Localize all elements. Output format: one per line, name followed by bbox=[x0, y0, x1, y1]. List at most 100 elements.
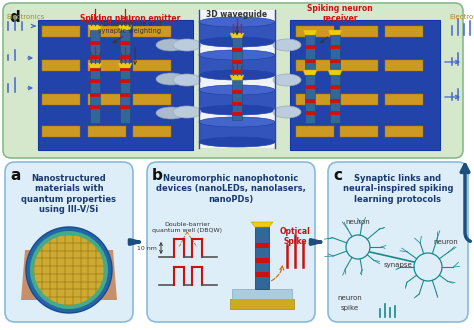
Ellipse shape bbox=[273, 39, 301, 51]
Bar bbox=[385, 26, 423, 37]
Bar bbox=[255, 243, 269, 248]
Text: neuron: neuron bbox=[337, 295, 363, 301]
Polygon shape bbox=[328, 70, 342, 75]
Bar bbox=[340, 126, 378, 137]
Text: Optical
Spike: Optical Spike bbox=[280, 227, 310, 247]
Polygon shape bbox=[88, 25, 102, 30]
Bar bbox=[90, 105, 100, 110]
Ellipse shape bbox=[199, 105, 275, 115]
Bar bbox=[305, 35, 315, 83]
Text: Nanostructured
materials with
quantum properties
using III-V/Si: Nanostructured materials with quantum pr… bbox=[21, 174, 117, 214]
Bar bbox=[90, 93, 100, 97]
Bar bbox=[330, 71, 340, 75]
Ellipse shape bbox=[199, 85, 275, 95]
Polygon shape bbox=[303, 30, 317, 35]
Text: 10 nm: 10 nm bbox=[137, 246, 157, 250]
Bar bbox=[232, 102, 242, 106]
Bar bbox=[42, 26, 80, 37]
Text: Neuromorphic nanophotonic
devices (nanoLEDs, nanolasers,
nanoPDs): Neuromorphic nanophotonic devices (nanoL… bbox=[156, 174, 306, 204]
Bar bbox=[120, 55, 130, 59]
Bar bbox=[305, 111, 315, 115]
Bar bbox=[330, 35, 340, 83]
Bar bbox=[340, 26, 378, 37]
Bar bbox=[330, 45, 340, 49]
Bar bbox=[42, 126, 80, 137]
Bar bbox=[88, 26, 126, 37]
Bar bbox=[90, 55, 100, 59]
Ellipse shape bbox=[273, 106, 301, 118]
Polygon shape bbox=[230, 33, 244, 38]
Bar bbox=[305, 99, 315, 103]
Bar bbox=[42, 60, 80, 71]
Bar bbox=[305, 75, 315, 123]
Bar bbox=[90, 68, 100, 123]
Bar bbox=[296, 126, 334, 137]
Ellipse shape bbox=[173, 39, 201, 51]
Text: neuron: neuron bbox=[346, 219, 370, 225]
FancyBboxPatch shape bbox=[5, 162, 133, 322]
Bar bbox=[90, 79, 100, 83]
Bar bbox=[330, 59, 340, 63]
Text: neuron: neuron bbox=[434, 239, 458, 245]
Text: 2D waveguide and
synaptic weighting: 2D waveguide and synaptic weighting bbox=[99, 21, 162, 34]
Circle shape bbox=[26, 227, 112, 313]
Ellipse shape bbox=[199, 50, 275, 60]
Polygon shape bbox=[118, 63, 132, 68]
Bar bbox=[296, 26, 334, 37]
Bar bbox=[385, 126, 423, 137]
Bar bbox=[38, 20, 193, 150]
Polygon shape bbox=[303, 70, 317, 75]
Bar bbox=[340, 94, 378, 105]
Bar bbox=[133, 126, 171, 137]
Bar bbox=[290, 20, 440, 150]
Polygon shape bbox=[88, 63, 102, 68]
Bar bbox=[232, 60, 242, 64]
Bar bbox=[232, 38, 242, 78]
Text: spike: spike bbox=[341, 305, 359, 311]
Bar bbox=[385, 60, 423, 71]
Ellipse shape bbox=[199, 17, 275, 27]
Bar bbox=[232, 112, 242, 116]
Bar bbox=[296, 94, 334, 105]
Bar bbox=[120, 105, 130, 110]
Polygon shape bbox=[328, 30, 342, 35]
Bar bbox=[133, 60, 171, 71]
Text: Spiking neuron emitter: Spiking neuron emitter bbox=[80, 14, 180, 23]
Polygon shape bbox=[21, 250, 117, 300]
Bar bbox=[90, 30, 100, 85]
Bar bbox=[305, 59, 315, 63]
Bar bbox=[133, 26, 171, 37]
Bar bbox=[120, 41, 130, 45]
Ellipse shape bbox=[156, 73, 186, 85]
Text: Synaptic links and
neural-inspired spiking
learning protocols: Synaptic links and neural-inspired spiki… bbox=[343, 174, 453, 204]
Bar bbox=[120, 67, 130, 71]
Bar bbox=[90, 67, 100, 71]
Bar bbox=[199, 90, 275, 110]
Circle shape bbox=[30, 231, 108, 309]
Text: a: a bbox=[10, 169, 20, 183]
Bar bbox=[232, 80, 242, 120]
Bar bbox=[385, 94, 423, 105]
Polygon shape bbox=[118, 25, 132, 30]
Ellipse shape bbox=[199, 37, 275, 47]
Text: Double-barrier
quantum well (DBQW): Double-barrier quantum well (DBQW) bbox=[152, 222, 222, 233]
Bar bbox=[305, 45, 315, 49]
Bar bbox=[232, 70, 242, 74]
Bar bbox=[255, 227, 269, 289]
Bar bbox=[255, 272, 269, 277]
Bar bbox=[88, 60, 126, 71]
Text: Electronics: Electronics bbox=[7, 14, 45, 20]
Text: d: d bbox=[9, 10, 20, 24]
Bar bbox=[330, 111, 340, 115]
Ellipse shape bbox=[156, 39, 186, 51]
Bar bbox=[232, 289, 292, 299]
Ellipse shape bbox=[156, 107, 186, 119]
Bar bbox=[199, 22, 275, 42]
Ellipse shape bbox=[199, 137, 275, 147]
Text: synapse: synapse bbox=[383, 262, 412, 268]
Bar bbox=[88, 94, 126, 105]
Text: 3D waveguide: 3D waveguide bbox=[207, 10, 267, 19]
Bar bbox=[133, 94, 171, 105]
Bar bbox=[120, 30, 130, 85]
Bar bbox=[199, 55, 275, 75]
